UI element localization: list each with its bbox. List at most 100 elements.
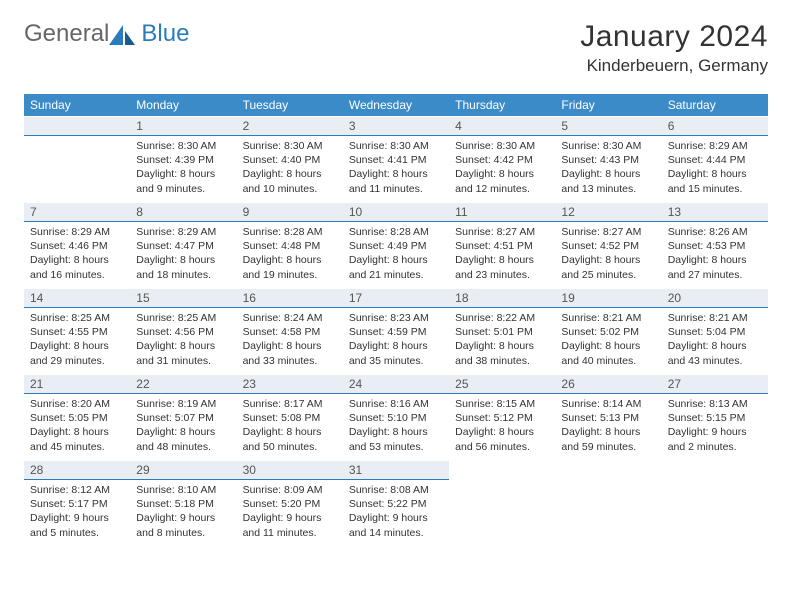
day-body: Sunrise: 8:30 AMSunset: 4:43 PMDaylight:… [555,136,661,202]
day-number-bar: 11 [449,203,555,222]
sunrise-text: Sunrise: 8:30 AM [561,139,655,153]
sunset-text: Sunset: 4:39 PM [136,153,230,167]
daylight-text: Daylight: 8 hours and 43 minutes. [668,339,762,367]
day-body: Sunrise: 8:25 AMSunset: 4:55 PMDaylight:… [24,308,130,374]
sunrise-text: Sunrise: 8:24 AM [243,311,337,325]
sunrise-text: Sunrise: 8:25 AM [136,311,230,325]
day-cell: 22Sunrise: 8:19 AMSunset: 5:07 PMDayligh… [130,374,236,460]
day-cell: 26Sunrise: 8:14 AMSunset: 5:13 PMDayligh… [555,374,661,460]
sunset-text: Sunset: 4:49 PM [349,239,443,253]
brand-logo: General Blue [24,20,189,48]
calendar-page: General Blue January 2024 Kinderbeuern, … [0,0,792,566]
day-number-bar: 6 [662,117,768,136]
day-body: Sunrise: 8:24 AMSunset: 4:58 PMDaylight:… [237,308,343,374]
sunrise-text: Sunrise: 8:29 AM [30,225,124,239]
day-cell: 11Sunrise: 8:27 AMSunset: 4:51 PMDayligh… [449,202,555,288]
day-body: Sunrise: 8:27 AMSunset: 4:51 PMDaylight:… [449,222,555,288]
day-cell: 23Sunrise: 8:17 AMSunset: 5:08 PMDayligh… [237,374,343,460]
page-header: General Blue January 2024 Kinderbeuern, … [24,20,768,76]
day-body: Sunrise: 8:22 AMSunset: 5:01 PMDaylight:… [449,308,555,374]
day-cell: 18Sunrise: 8:22 AMSunset: 5:01 PMDayligh… [449,288,555,374]
day-cell: 6Sunrise: 8:29 AMSunset: 4:44 PMDaylight… [662,116,768,202]
sunrise-text: Sunrise: 8:28 AM [349,225,443,239]
title-block: January 2024 Kinderbeuern, Germany [580,20,768,76]
daylight-text: Daylight: 8 hours and 12 minutes. [455,167,549,195]
day-number-bar: 28 [24,461,130,480]
day-body: Sunrise: 8:20 AMSunset: 5:05 PMDaylight:… [24,394,130,460]
day-number-bar: 21 [24,375,130,394]
daylight-text: Daylight: 8 hours and 23 minutes. [455,253,549,281]
sunrise-text: Sunrise: 8:14 AM [561,397,655,411]
daylight-text: Daylight: 8 hours and 59 minutes. [561,425,655,453]
day-number-bar: 4 [449,117,555,136]
day-cell: 29Sunrise: 8:10 AMSunset: 5:18 PMDayligh… [130,460,236,546]
day-cell [24,116,130,202]
sunset-text: Sunset: 4:44 PM [668,153,762,167]
daylight-text: Daylight: 8 hours and 21 minutes. [349,253,443,281]
day-number-bar: 22 [130,375,236,394]
sunset-text: Sunset: 5:15 PM [668,411,762,425]
sunrise-text: Sunrise: 8:15 AM [455,397,549,411]
sunrise-text: Sunrise: 8:09 AM [243,483,337,497]
day-number-bar: 15 [130,289,236,308]
day-body: Sunrise: 8:10 AMSunset: 5:18 PMDaylight:… [130,480,236,546]
sunrise-text: Sunrise: 8:21 AM [668,311,762,325]
sunrise-text: Sunrise: 8:10 AM [136,483,230,497]
day-body: Sunrise: 8:19 AMSunset: 5:07 PMDaylight:… [130,394,236,460]
day-number-bar: 13 [662,203,768,222]
day-cell: 17Sunrise: 8:23 AMSunset: 4:59 PMDayligh… [343,288,449,374]
day-number-bar: 19 [555,289,661,308]
day-number-bar: 29 [130,461,236,480]
sunset-text: Sunset: 5:18 PM [136,497,230,511]
day-body: Sunrise: 8:09 AMSunset: 5:20 PMDaylight:… [237,480,343,546]
day-number-bar: 1 [130,117,236,136]
sunset-text: Sunset: 4:51 PM [455,239,549,253]
weekday-saturday: Saturday [662,94,768,116]
sunset-text: Sunset: 4:52 PM [561,239,655,253]
day-number-bar: 26 [555,375,661,394]
daylight-text: Daylight: 9 hours and 2 minutes. [668,425,762,453]
daylight-text: Daylight: 8 hours and 48 minutes. [136,425,230,453]
day-cell: 24Sunrise: 8:16 AMSunset: 5:10 PMDayligh… [343,374,449,460]
day-body: Sunrise: 8:29 AMSunset: 4:46 PMDaylight:… [24,222,130,288]
sunrise-text: Sunrise: 8:16 AM [349,397,443,411]
daylight-text: Daylight: 8 hours and 35 minutes. [349,339,443,367]
sunset-text: Sunset: 5:05 PM [30,411,124,425]
daylight-text: Daylight: 8 hours and 18 minutes. [136,253,230,281]
day-cell: 1Sunrise: 8:30 AMSunset: 4:39 PMDaylight… [130,116,236,202]
day-body: Sunrise: 8:08 AMSunset: 5:22 PMDaylight:… [343,480,449,546]
day-body: Sunrise: 8:30 AMSunset: 4:40 PMDaylight:… [237,136,343,202]
days-grid: 1 Sunrise: 8:30 AM Sunset: 4:39 PM Daylight… [24,116,768,546]
location-label: Kinderbeuern, Germany [580,56,768,76]
sunset-text: Sunset: 5:17 PM [30,497,124,511]
sunrise-text: Sunrise: 8:30 AM [455,139,549,153]
day-body: Sunrise: 8:21 AMSunset: 5:02 PMDaylight:… [555,308,661,374]
day-number-bar: 5 [555,117,661,136]
day-cell: 9Sunrise: 8:28 AMSunset: 4:48 PMDaylight… [237,202,343,288]
daylight-text: Daylight: 8 hours and 25 minutes. [561,253,655,281]
weekday-tuesday: Tuesday [237,94,343,116]
sunrise-text: Sunrise: 8:22 AM [455,311,549,325]
sunset-text: Sunset: 5:12 PM [455,411,549,425]
day-body: Sunrise: 8:14 AMSunset: 5:13 PMDaylight:… [555,394,661,460]
day-cell: 19Sunrise: 8:21 AMSunset: 5:02 PMDayligh… [555,288,661,374]
day-body: Sunrise: 8:21 AMSunset: 5:04 PMDaylight:… [662,308,768,374]
day-cell: 2Sunrise: 8:30 AMSunset: 4:40 PMDaylight… [237,116,343,202]
brand-general: General [24,20,109,48]
daylight-text: Daylight: 8 hours and 29 minutes. [30,339,124,367]
sunrise-text: Sunrise: 8:17 AM [243,397,337,411]
sunset-text: Sunset: 4:58 PM [243,325,337,339]
sunrise-text: Sunrise: 8:27 AM [561,225,655,239]
sunset-text: Sunset: 5:08 PM [243,411,337,425]
weekday-friday: Friday [555,94,661,116]
day-cell: 5Sunrise: 8:30 AMSunset: 4:43 PMDaylight… [555,116,661,202]
day-body [662,480,768,489]
day-number-bar: 14 [24,289,130,308]
daylight-text: Daylight: 8 hours and 19 minutes. [243,253,337,281]
day-cell [662,460,768,546]
sunset-text: Sunset: 5:10 PM [349,411,443,425]
daylight-text: Daylight: 9 hours and 5 minutes. [30,511,124,539]
day-number-bar: 8 [130,203,236,222]
weekday-monday: Monday [130,94,236,116]
sunrise-text: Sunrise: 8:25 AM [30,311,124,325]
